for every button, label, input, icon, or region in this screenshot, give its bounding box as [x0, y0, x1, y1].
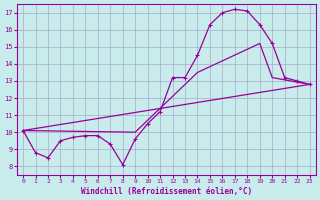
X-axis label: Windchill (Refroidissement éolien,°C): Windchill (Refroidissement éolien,°C) — [81, 187, 252, 196]
